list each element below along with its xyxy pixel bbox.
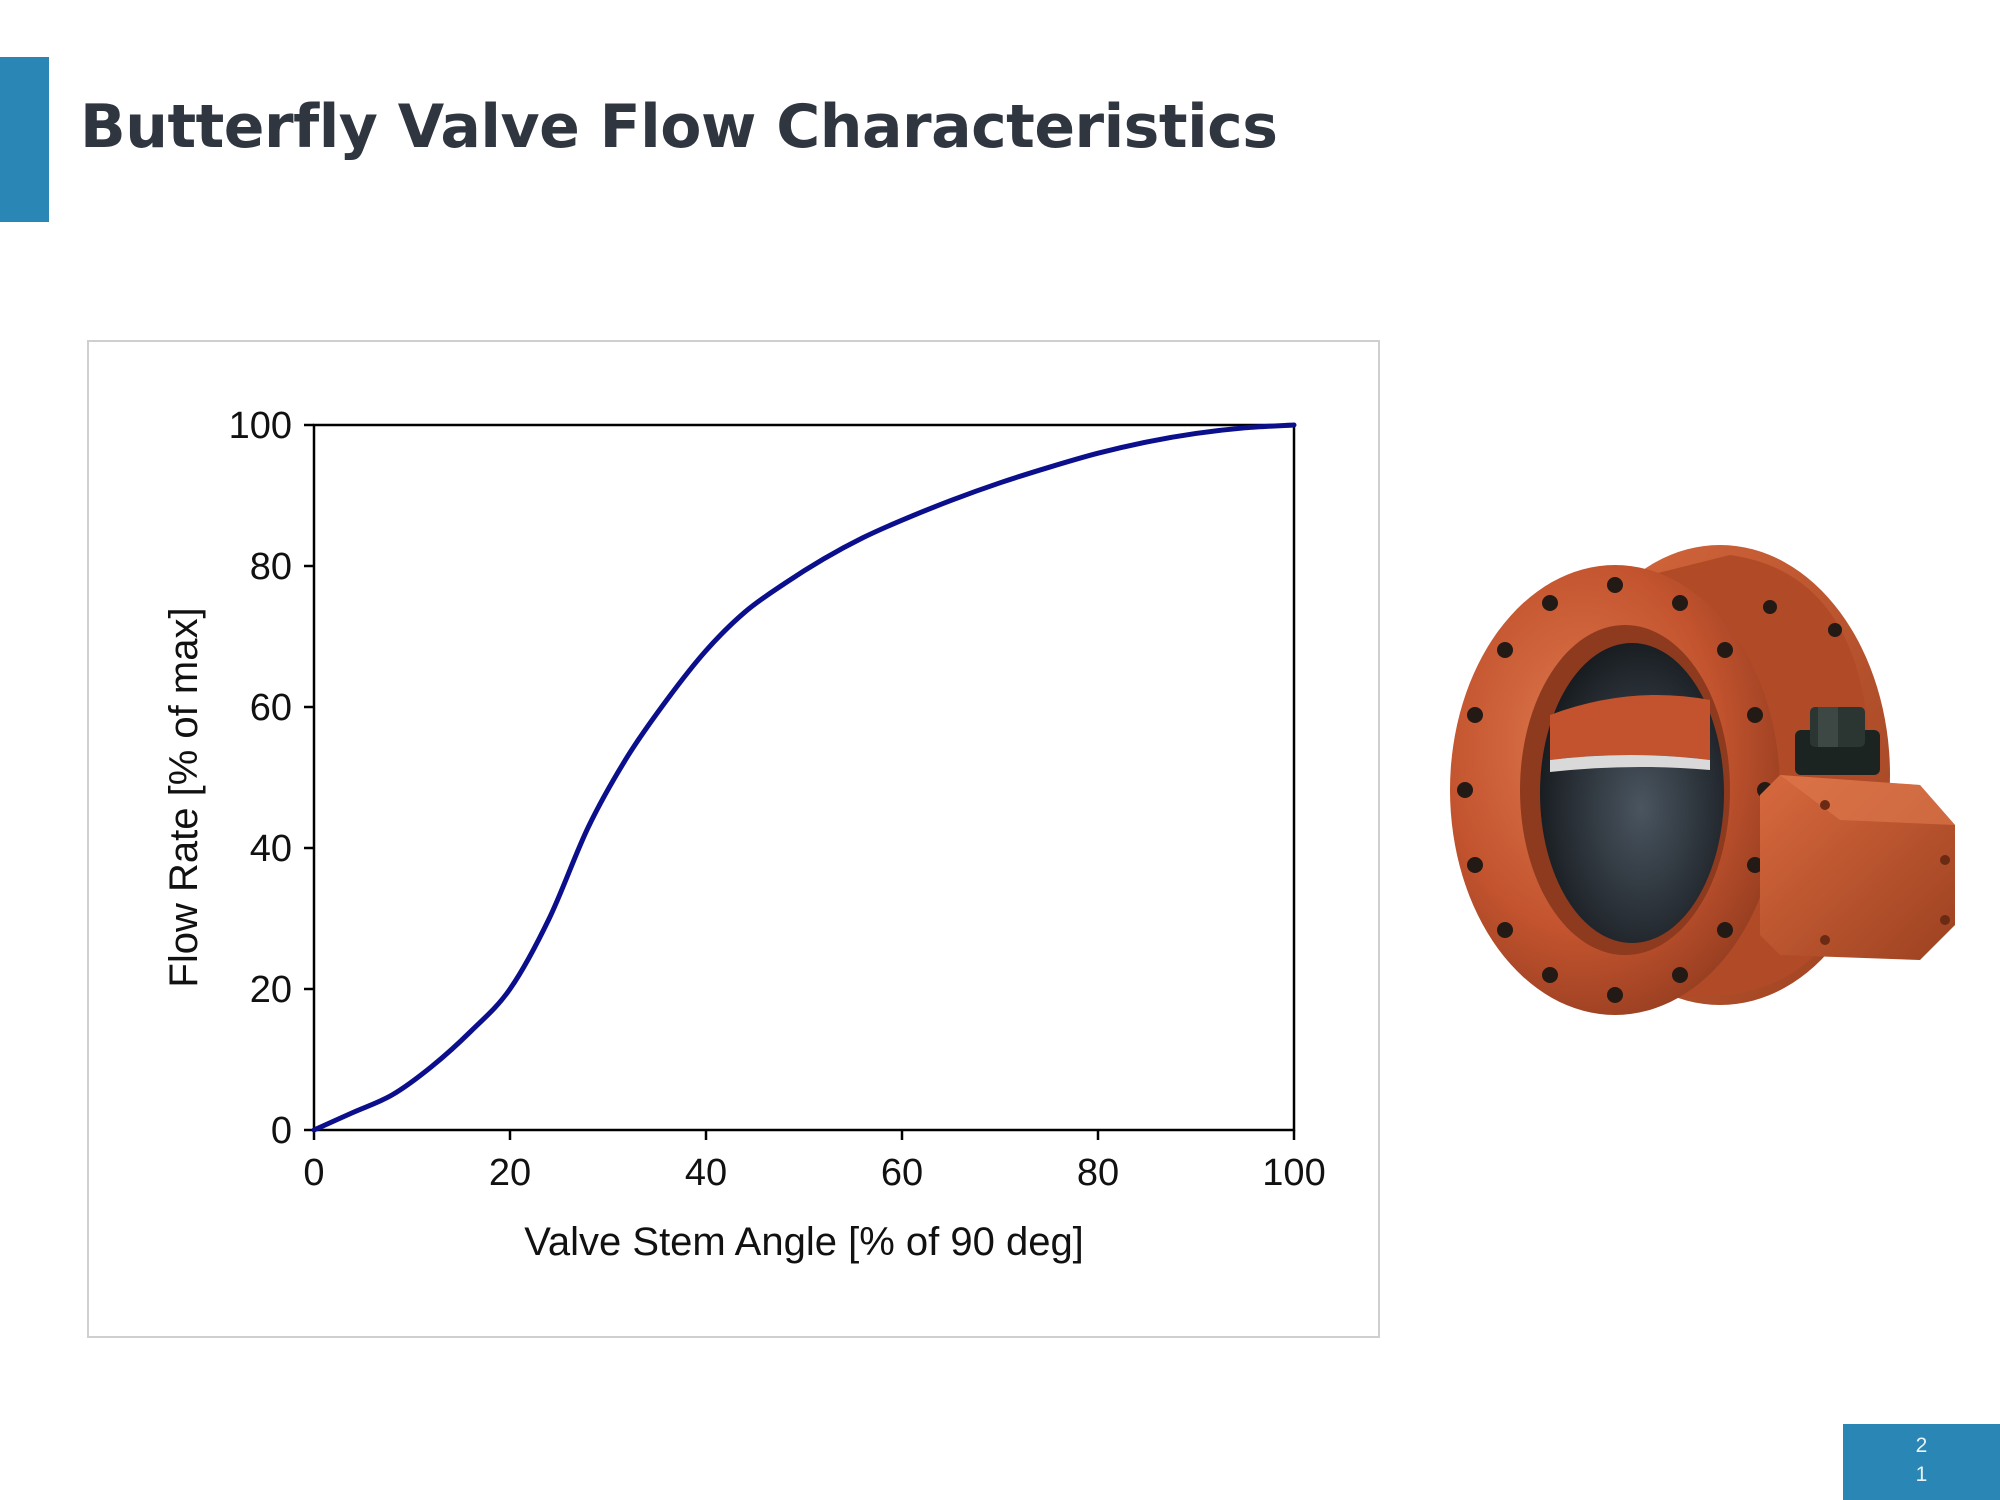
butterfly-valve-photo — [1400, 535, 1990, 1135]
slide-title: Butterfly Valve Flow Characteristics — [80, 92, 1278, 162]
title-accent-bar — [0, 57, 49, 222]
y-tick-label: 80 — [250, 546, 292, 588]
page-number-line1: 2 — [1915, 1434, 1928, 1457]
chart-panel: 0 20 40 60 80 100 0 20 40 60 80 100 Valve Stem Angle… — [87, 340, 1380, 1338]
butterfly-valve-illustration — [1450, 545, 1955, 1015]
y-tick-label: 20 — [250, 969, 292, 1011]
page-number-badge: 2 1 — [1843, 1424, 2000, 1500]
y-axis-label: Flow Rate [% of max] — [162, 607, 206, 987]
y-tick-label: 0 — [271, 1110, 292, 1152]
x-tick-label: 60 — [881, 1152, 923, 1194]
x-tick-label: 100 — [1262, 1152, 1325, 1194]
flow-curve-line — [311, 422, 1297, 1133]
y-tick-label: 60 — [250, 687, 292, 729]
x-tick-label: 20 — [489, 1152, 531, 1194]
plot-frame — [312, 423, 1296, 1132]
flow-characteristic-chart: 0 20 40 60 80 100 0 20 40 60 80 100 Valve Stem Angle… — [162, 405, 1326, 1264]
x-tick-label: 0 — [303, 1152, 324, 1194]
y-tick-label: 100 — [229, 405, 292, 447]
x-tick-label: 80 — [1077, 1152, 1119, 1194]
y-tick-label: 40 — [250, 828, 292, 870]
x-axis-label: Valve Stem Angle [% of 90 deg] — [524, 1220, 1084, 1264]
page-number-line2: 1 — [1915, 1463, 1928, 1486]
x-tick-label: 40 — [685, 1152, 727, 1194]
